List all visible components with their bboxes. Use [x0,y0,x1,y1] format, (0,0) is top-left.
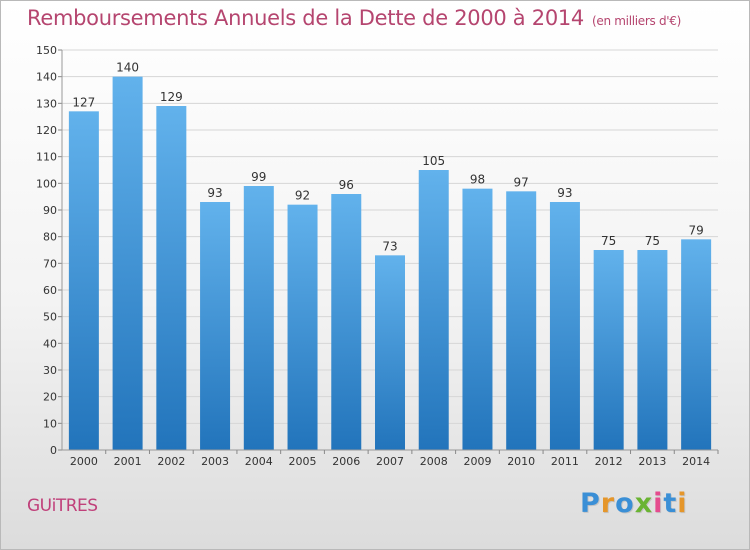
y-tick-label: 140 [36,71,57,84]
logo-letter: P [580,488,601,519]
bar-value-label: 92 [295,189,310,203]
bar-value-label: 79 [688,223,703,237]
y-tick-label: 70 [43,257,57,270]
y-tick-label: 60 [43,284,57,297]
bar-2013 [637,250,668,450]
y-tick-label: 80 [43,231,57,244]
x-tick-label: 2008 [420,455,448,468]
bar-2009 [462,188,493,450]
y-tick-label: 0 [50,444,57,457]
bar-value-label: 73 [382,239,397,253]
bar-2001 [112,76,143,451]
logo-letter: i [653,488,664,519]
x-tick-label: 2010 [507,455,535,468]
bar-value-label: 93 [557,186,572,200]
chart-title-text: Remboursements Annuels de la Dette de 20… [27,6,584,30]
bar-2004 [243,186,274,450]
y-axis: 0 10 20 30 40 50 60 70 80 90 100 110 120 130 140 150 [36,44,63,457]
bar-2005 [287,204,318,450]
bars: 127 140 129 93 99 92 96 73 105 98 97 93 75 75 79 [68,61,712,451]
bar-2010 [506,191,537,451]
bar-2007 [375,255,405,450]
y-tick-label: 90 [43,204,57,217]
y-tick-label: 130 [36,97,57,110]
y-tick-label: 110 [36,151,57,164]
bar-value-label: 96 [339,178,354,192]
commune-name: GUiTRES [27,496,98,516]
logo-letter: i [677,488,688,519]
bar-value-label: 98 [470,173,485,187]
bar-2012 [593,250,624,450]
x-tick-label: 2002 [157,455,185,468]
logo-letter: t [663,488,678,519]
bar-value-label: 140 [116,61,139,75]
x-tick-label: 2005 [289,455,317,468]
y-tick-label: 150 [36,44,57,57]
chart-unit: (en milliers d'€) [592,14,682,28]
bar-value-label: 75 [601,234,616,248]
logo-letter: r [600,488,616,519]
bar-value-label: 99 [251,170,266,184]
x-tick-label: 2009 [463,455,491,468]
x-axis: 2000 2001 2002 2003 2004 2005 2006 2007 2008 2009… [62,449,719,468]
x-tick-label: 2004 [245,455,273,468]
x-tick-label: 2006 [332,455,360,468]
bar-value-label: 129 [160,90,183,104]
bar-2000 [68,111,99,450]
y-tick-label: 30 [43,364,57,377]
bar-value-label: 127 [72,95,95,109]
logo-letter: x [634,488,654,519]
bar-2003 [200,202,231,450]
y-tick-label: 50 [43,311,57,324]
bar-value-label: 75 [645,234,660,248]
bar-2011 [549,202,580,450]
y-tick-label: 100 [36,177,57,190]
bar-value-label: 97 [514,175,529,189]
x-tick-label: 2012 [595,455,623,468]
x-tick-label: 2000 [70,455,98,468]
chart-title: Remboursements Annuels de la Dette de 20… [27,6,681,30]
x-tick-label: 2014 [682,455,710,468]
bar-2008 [418,170,449,450]
x-tick-label: 2013 [638,455,666,468]
x-tick-label: 2007 [376,455,404,468]
x-tick-label: 2001 [114,455,142,468]
y-tick-label: 120 [36,124,57,137]
x-tick-label: 2003 [201,455,229,468]
logo-letter: o [615,488,635,519]
y-tick-label: 20 [43,391,57,404]
y-tick-label: 40 [43,337,57,350]
bar-2014 [681,239,712,450]
bar-2006 [331,194,362,450]
x-tick-label: 2011 [551,455,579,468]
y-tick-label: 10 [43,417,57,430]
bar-value-label: 93 [207,186,222,200]
proxiti-logo[interactable]: Proxiti [580,488,688,519]
bar-value-label: 105 [422,154,445,168]
bar-2002 [156,106,187,450]
